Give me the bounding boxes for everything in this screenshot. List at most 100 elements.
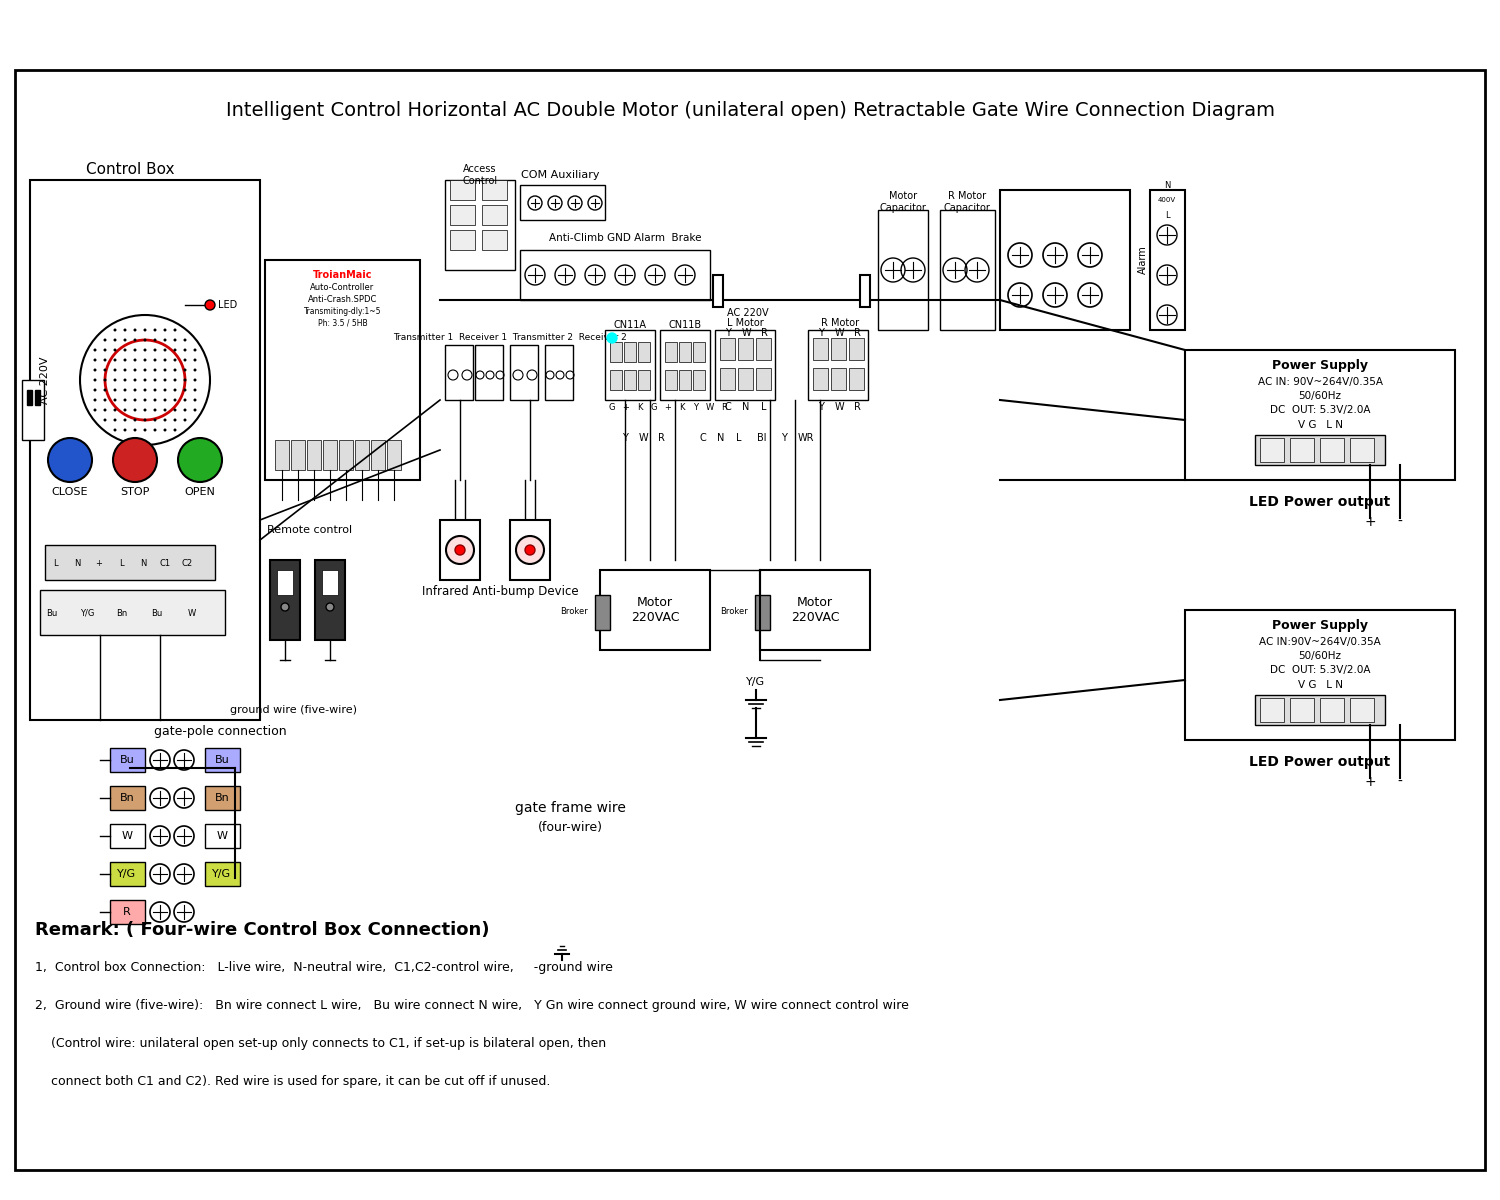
Text: W: W bbox=[834, 402, 844, 412]
Text: W: W bbox=[741, 328, 752, 338]
Circle shape bbox=[123, 398, 126, 402]
Text: Auto-Controller: Auto-Controller bbox=[310, 283, 375, 293]
Text: N: N bbox=[140, 558, 146, 568]
Bar bbox=[322, 570, 338, 595]
Text: R: R bbox=[760, 328, 768, 338]
Circle shape bbox=[183, 348, 186, 352]
Circle shape bbox=[48, 438, 92, 482]
Bar bbox=[440, 520, 480, 580]
Bar bbox=[206, 748, 240, 772]
Text: Ph: 3.5 / 5HB: Ph: 3.5 / 5HB bbox=[318, 318, 368, 328]
Text: Broker: Broker bbox=[720, 607, 748, 617]
Circle shape bbox=[144, 398, 147, 402]
Text: Remark: ( Four-wire Control Box Connection): Remark: ( Four-wire Control Box Connecti… bbox=[34, 922, 489, 938]
Bar bbox=[482, 180, 507, 200]
Text: Bn: Bn bbox=[214, 793, 230, 803]
Text: V G   L N: V G L N bbox=[1298, 420, 1342, 430]
Circle shape bbox=[153, 348, 156, 352]
Bar bbox=[510, 346, 538, 400]
Bar bbox=[520, 185, 605, 220]
Circle shape bbox=[174, 368, 177, 372]
Bar bbox=[600, 570, 709, 650]
Circle shape bbox=[134, 398, 136, 402]
Circle shape bbox=[144, 408, 147, 412]
Circle shape bbox=[134, 378, 136, 382]
Bar bbox=[339, 440, 352, 470]
Bar bbox=[110, 748, 146, 772]
Bar bbox=[308, 440, 321, 470]
Bar bbox=[808, 330, 868, 400]
Circle shape bbox=[93, 389, 96, 391]
Circle shape bbox=[153, 389, 156, 391]
Circle shape bbox=[153, 359, 156, 361]
Circle shape bbox=[114, 368, 117, 372]
Bar bbox=[664, 370, 676, 390]
Text: Y/G: Y/G bbox=[747, 677, 765, 686]
Bar bbox=[510, 520, 550, 580]
Text: Access
Control: Access Control bbox=[462, 164, 498, 186]
Bar bbox=[596, 595, 610, 630]
Circle shape bbox=[194, 368, 196, 372]
Circle shape bbox=[123, 389, 126, 391]
Circle shape bbox=[144, 419, 147, 421]
Circle shape bbox=[144, 368, 147, 372]
Bar bbox=[849, 368, 864, 390]
Circle shape bbox=[104, 378, 106, 382]
Text: K: K bbox=[638, 402, 642, 412]
Bar bbox=[624, 342, 636, 362]
Bar bbox=[1320, 438, 1344, 462]
Text: W: W bbox=[122, 830, 132, 841]
Circle shape bbox=[153, 378, 156, 382]
Text: Motor
220VAC: Motor 220VAC bbox=[630, 596, 680, 624]
Circle shape bbox=[114, 338, 117, 342]
Circle shape bbox=[123, 329, 126, 331]
Circle shape bbox=[93, 368, 96, 372]
Text: OPEN: OPEN bbox=[184, 487, 216, 497]
Bar bbox=[604, 330, 656, 400]
Bar bbox=[1290, 698, 1314, 722]
Text: L Motor: L Motor bbox=[726, 318, 764, 328]
Text: Control Box: Control Box bbox=[86, 162, 174, 178]
Text: Y: Y bbox=[724, 328, 730, 338]
Circle shape bbox=[454, 545, 465, 554]
Text: -: - bbox=[1398, 775, 1402, 790]
Bar bbox=[446, 180, 514, 270]
Text: (four-wire): (four-wire) bbox=[537, 822, 603, 834]
Circle shape bbox=[114, 398, 117, 402]
Text: STOP: STOP bbox=[120, 487, 150, 497]
Text: C1: C1 bbox=[159, 558, 171, 568]
Circle shape bbox=[174, 378, 177, 382]
Text: R: R bbox=[657, 433, 664, 443]
Circle shape bbox=[183, 368, 186, 372]
Circle shape bbox=[93, 408, 96, 412]
Circle shape bbox=[164, 389, 166, 391]
Circle shape bbox=[123, 408, 126, 412]
Bar bbox=[370, 440, 386, 470]
Circle shape bbox=[123, 348, 126, 352]
Text: LED Power output: LED Power output bbox=[1250, 494, 1390, 509]
Text: DC  OUT: 5.3V/2.0A: DC OUT: 5.3V/2.0A bbox=[1269, 404, 1371, 415]
Bar bbox=[738, 368, 753, 390]
Text: R: R bbox=[853, 328, 861, 338]
Text: W: W bbox=[638, 433, 648, 443]
Text: Bn: Bn bbox=[120, 793, 135, 803]
Circle shape bbox=[134, 408, 136, 412]
Circle shape bbox=[114, 329, 117, 331]
Text: Y: Y bbox=[818, 402, 824, 412]
Circle shape bbox=[525, 545, 536, 554]
Bar bbox=[831, 368, 846, 390]
Bar bbox=[1260, 438, 1284, 462]
Text: Infrared Anti-bump Device: Infrared Anti-bump Device bbox=[422, 586, 579, 599]
Text: Y/G: Y/G bbox=[80, 608, 94, 618]
Bar bbox=[693, 370, 705, 390]
Circle shape bbox=[164, 398, 166, 402]
Circle shape bbox=[174, 428, 177, 432]
Bar bbox=[22, 380, 44, 440]
Circle shape bbox=[174, 348, 177, 352]
Text: Y: Y bbox=[622, 433, 628, 443]
Circle shape bbox=[153, 338, 156, 342]
Text: CLOSE: CLOSE bbox=[51, 487, 88, 497]
Circle shape bbox=[123, 338, 126, 342]
Circle shape bbox=[93, 359, 96, 361]
Text: +: + bbox=[664, 402, 672, 412]
